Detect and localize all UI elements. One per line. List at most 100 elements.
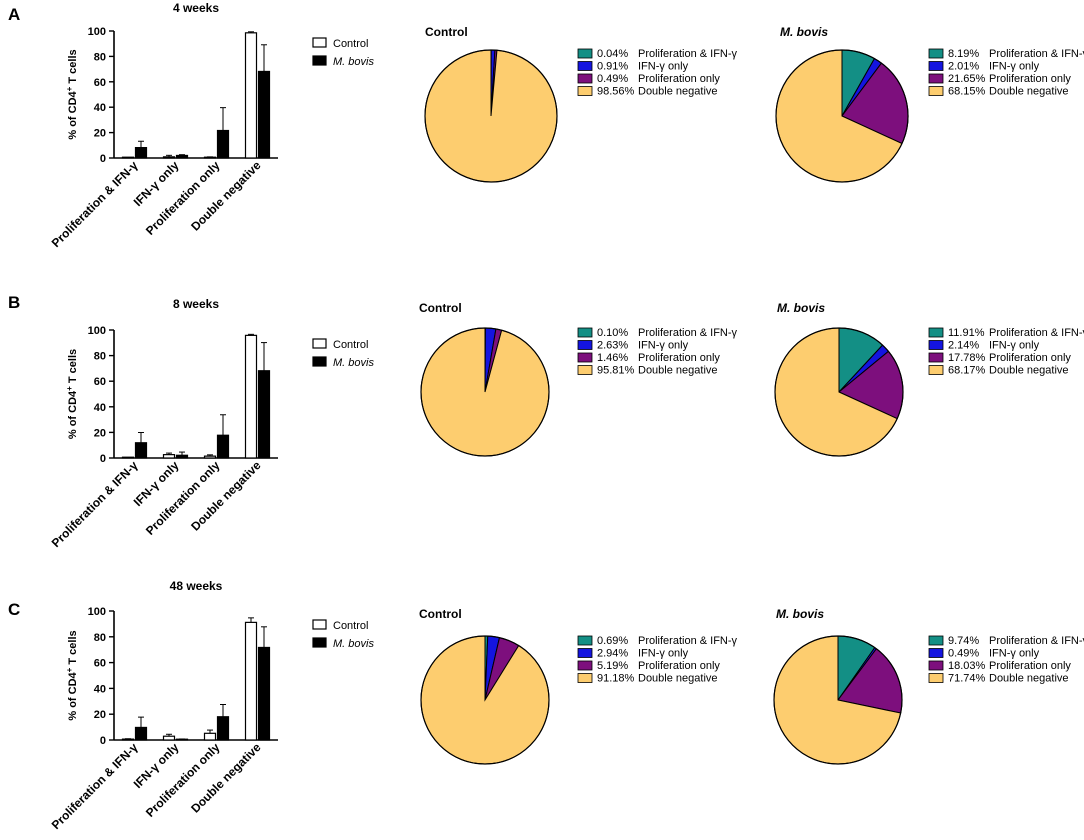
bar-mbovis (216, 129, 230, 159)
pie-legend-percent: 18.03% (948, 660, 986, 672)
pie-outline (774, 327, 904, 457)
pie-slice (420, 327, 550, 457)
pie-legend-label: Proliferation & IFN-γ (638, 48, 738, 60)
bar-mbovis (175, 154, 189, 159)
chart-title: 4 weeks (173, 1, 219, 15)
pie-legend-label: IFN-γ only (638, 648, 689, 660)
bar-chart-a: 4 weeks 0 20 40 60 80 100 % of CD4+ T cells Prol… (49, 1, 375, 250)
y-tick-label: 40 (94, 102, 106, 114)
y-tick-label: 80 (94, 51, 106, 63)
pie-legend-percent: 0.49% (948, 648, 979, 660)
pie-legend-swatch (577, 73, 593, 84)
y-axis-label-main: % of CD4 (67, 90, 79, 139)
legend-swatch-mbovis (312, 356, 327, 367)
pie-legend-label: Double negative (638, 86, 718, 98)
pie-legend-percent: 98.56% (597, 86, 635, 98)
x-category-label: Double negative (188, 740, 264, 816)
pie-legend-swatch (928, 327, 944, 338)
legend-label-mbovis: M. bovis (333, 357, 374, 369)
pie-legend-label: Proliferation & IFN-γ (989, 48, 1084, 60)
bar-legend: Control M. bovis (312, 619, 374, 650)
bar-mbovis (216, 716, 230, 741)
x-category-label: Proliferation & IFN-γ (49, 740, 141, 832)
legend-swatch-mbovis (312, 55, 327, 66)
pie-title: Control (419, 301, 462, 315)
pie-legend-swatch (928, 340, 944, 350)
pie-legend-label: Proliferation only (989, 73, 1071, 85)
y-tick-label: 0 (100, 735, 106, 747)
legend-label-control: Control (333, 620, 368, 632)
x-category-label: Double negative (188, 458, 264, 534)
pie-legend-label: Proliferation & IFN-γ (638, 635, 738, 647)
pie-legend-label: Double negative (989, 86, 1069, 98)
pie-legend-percent: 2.14% (948, 340, 979, 352)
pie-legend-label: IFN-γ only (638, 340, 689, 352)
y-axis-label-tail: T cells (67, 630, 79, 667)
y-tick-label: 40 (94, 402, 106, 414)
pie-legend-percent: 0.91% (597, 61, 628, 73)
y-tick-label: 60 (94, 77, 106, 89)
y-tick-label: 80 (94, 351, 106, 363)
pie-legend-label: Double negative (638, 673, 718, 685)
y-axis-label-sup: + (65, 86, 74, 91)
x-category-label: Proliferation only (143, 740, 223, 820)
x-category-label: Proliferation & IFN-γ (49, 158, 141, 250)
pie-legend-swatch (928, 73, 944, 84)
pie-legend-percent: 68.15% (948, 86, 986, 98)
pie-title: M. bovis (776, 607, 824, 621)
pie-chart-control-c: Control 0.69% Proliferation & IFN-γ 2.94% IF… (419, 607, 738, 765)
pie-legend-label: IFN-γ only (989, 61, 1040, 73)
pie-legend-label: Proliferation only (989, 660, 1071, 672)
pie-title: M. bovis (780, 25, 828, 39)
pie-legend-label: IFN-γ only (989, 340, 1040, 352)
legend-label-mbovis: M. bovis (333, 56, 374, 68)
x-category-label: Double negative (188, 158, 264, 234)
y-tick-label: 20 (94, 128, 106, 140)
legend-label-control: Control (333, 339, 368, 351)
pie-legend-label: Proliferation only (638, 73, 720, 85)
bar-mbovis (175, 454, 189, 459)
pie-chart-control-a: Control 0.04% Proliferation & IFN-γ 0.91% IF… (424, 25, 738, 183)
y-axis-label: % of CD4+ T cells (65, 349, 80, 439)
y-axis-label-main: % of CD4 (67, 390, 79, 439)
bar-control (121, 738, 135, 741)
bar-mbovis (134, 442, 148, 459)
bar-mbovis (257, 70, 271, 159)
pie-legend-swatch (928, 365, 944, 375)
pie-chart-control-b: Control 0.10% Proliferation & IFN-γ 2.63% IF… (419, 301, 738, 457)
pie-legend-percent: 95.81% (597, 365, 635, 377)
pie-legend-label: Proliferation only (989, 352, 1071, 364)
legend-swatch-control (312, 37, 327, 48)
pie-legend-percent: 1.46% (597, 352, 628, 364)
pie-legend-label: Proliferation only (638, 660, 720, 672)
bar-control (162, 156, 176, 159)
y-axis-label-tail: T cells (67, 49, 79, 86)
pie-legend-swatch (577, 86, 593, 96)
pie-outline (420, 327, 550, 457)
pie-legend-percent: 2.94% (597, 648, 628, 660)
pie-outline (773, 635, 903, 765)
pie-legend-swatch (577, 673, 593, 683)
pie-legend-swatch (928, 61, 944, 71)
bar-mbovis (134, 146, 148, 159)
pie-legend-label: IFN-γ only (989, 648, 1040, 660)
y-axis-label-tail: T cells (67, 349, 79, 386)
pie-slice (420, 635, 550, 765)
pie-legend-percent: 21.65% (948, 73, 986, 85)
bar-mbovis (257, 646, 271, 741)
bar-control (244, 334, 258, 459)
bar-control (203, 732, 217, 741)
x-category-label: Proliferation only (143, 158, 223, 238)
legend-swatch-mbovis (312, 637, 327, 648)
pie-outline (775, 49, 909, 183)
pie-title: M. bovis (777, 301, 825, 315)
panel-letter-c: C (8, 600, 20, 619)
bar-control (203, 455, 217, 459)
pie-legend-swatch (928, 352, 944, 363)
pie-legend-percent: 8.19% (948, 48, 979, 60)
pie-legend-percent: 0.10% (597, 327, 628, 339)
y-tick-label: 100 (88, 325, 106, 337)
y-axis-label: % of CD4+ T cells (65, 630, 80, 720)
pie-slice (424, 49, 558, 183)
